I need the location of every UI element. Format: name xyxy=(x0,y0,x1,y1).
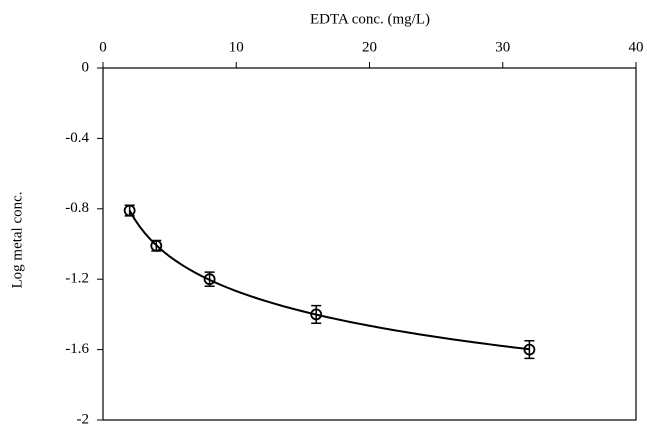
x-tick-label: 40 xyxy=(629,39,644,55)
point xyxy=(123,204,136,217)
plot-frame xyxy=(102,67,637,421)
point xyxy=(310,308,323,321)
point xyxy=(150,239,163,252)
y-tick-label: -1.2 xyxy=(65,271,89,287)
y-tick-label: -2 xyxy=(77,411,90,424)
trendline xyxy=(128,210,530,351)
x-tick-label: 10 xyxy=(229,39,244,55)
y-axis-title: Log metal conc. xyxy=(9,191,25,288)
y-tick-label: -1.6 xyxy=(65,341,89,357)
x-tick-label: 0 xyxy=(99,39,107,55)
y-tick-label: 0 xyxy=(82,59,90,75)
point xyxy=(523,343,536,356)
y-tick-label: -0.8 xyxy=(65,200,89,216)
y-tick-label: -0.4 xyxy=(65,130,89,146)
x-tick-label: 20 xyxy=(362,39,377,55)
x-tick-label: 30 xyxy=(495,39,510,55)
point xyxy=(203,273,216,286)
x-axis-title: EDTA conc. (mg/L) xyxy=(310,11,430,27)
